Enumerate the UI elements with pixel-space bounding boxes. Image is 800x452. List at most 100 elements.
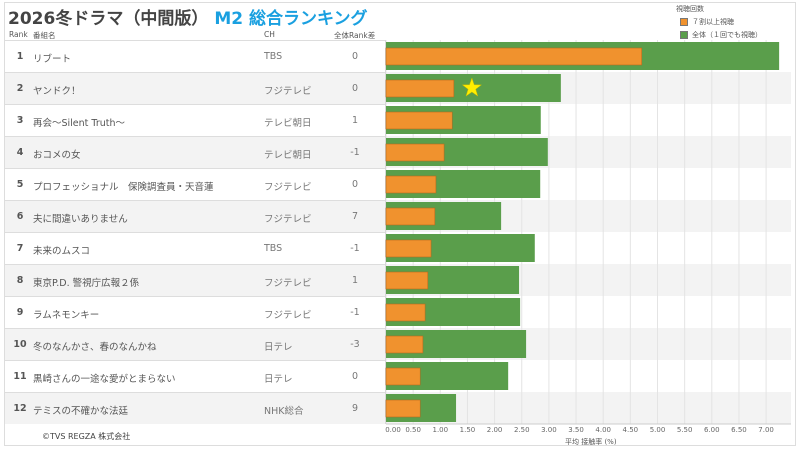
table-row[interactable]: 1 リブート TBS 0 xyxy=(5,40,385,72)
bar-70pct xyxy=(385,47,643,66)
column-header-rank-diff[interactable]: 全体Rank差 xyxy=(334,31,376,40)
cell-name: テミスの不確かな法廷 xyxy=(33,406,129,417)
x-axis-label: 平均 接触率 (%) xyxy=(565,438,617,446)
bar-70pct xyxy=(385,303,426,322)
bar-70pct xyxy=(385,239,432,258)
cell-rank: 6 xyxy=(16,211,24,222)
table-row[interactable]: 6 夫に間違いありません フジテレビ 7 xyxy=(5,200,385,232)
table-row[interactable]: 2 ヤンドク！ フジテレビ 0 xyxy=(5,72,385,104)
cell-diff: 0 xyxy=(351,51,359,62)
cell-ch: フジテレビ xyxy=(264,86,312,97)
bar-70pct xyxy=(385,271,429,290)
cell-ch: 日テレ xyxy=(264,342,293,353)
cell-diff: -3 xyxy=(350,339,360,350)
table-row[interactable]: 4 おコメの女 テレビ朝日 -1 xyxy=(5,136,385,168)
cell-name: 再会～Silent Truth～ xyxy=(33,118,125,129)
bar-70pct xyxy=(385,207,436,226)
legend-item-all[interactable]: 全体（１回でも視聴） xyxy=(680,30,762,40)
cell-diff: 0 xyxy=(351,83,359,94)
x-tick-label: 5.00 xyxy=(650,426,666,434)
x-tick-label: 4.50 xyxy=(623,426,639,434)
bar-70pct xyxy=(385,175,437,194)
legend-swatch xyxy=(680,31,688,39)
x-tick-label: 2.00 xyxy=(487,426,503,434)
cell-name: ラムネモンキー xyxy=(33,310,100,321)
legend: 視聴回数 ７割以上視聴 全体（１回でも視聴） xyxy=(676,4,762,40)
column-header-ch[interactable]: CH xyxy=(264,30,275,39)
bar-70pct xyxy=(385,335,424,354)
bar-70pct xyxy=(385,367,421,386)
cell-diff: 9 xyxy=(351,403,359,414)
bar-chart: 0.00 0.50 1.00 1.50 2.00 2.50 3.00 3.50 4.00 4.50… xyxy=(385,40,791,434)
cell-ch: 日テレ xyxy=(264,374,293,385)
bar-70pct xyxy=(385,143,445,162)
cell-rank: 4 xyxy=(16,147,24,158)
x-tick-label: 1.50 xyxy=(460,426,476,434)
cell-ch: TBS xyxy=(264,51,283,62)
cell-rank: 11 xyxy=(13,371,27,382)
cell-diff: 0 xyxy=(351,179,359,190)
cell-ch: フジテレビ xyxy=(264,214,312,225)
x-tick-label: 6.50 xyxy=(731,426,747,434)
bar-70pct xyxy=(385,79,455,98)
table-row[interactable]: 11 黒崎さんの一途な愛がとまらない 日テレ 0 xyxy=(5,360,385,392)
cell-name: 黒崎さんの一途な愛がとまらない xyxy=(33,374,176,385)
cell-name: 未来のムスコ xyxy=(33,246,91,257)
table-row[interactable]: 9 ラムネモンキー フジテレビ -1 xyxy=(5,296,385,328)
x-tick-label: 0.50 xyxy=(405,426,421,434)
table-row[interactable]: 5 プロフェッショナル 保険調査員・天音蓮 フジテレビ 0 xyxy=(5,168,385,200)
cell-name: プロフェッショナル 保険調査員・天音蓮 xyxy=(33,182,214,193)
bar-70pct xyxy=(385,111,453,130)
cell-ch: フジテレビ xyxy=(264,182,312,193)
cell-name: リブート xyxy=(33,54,72,65)
cell-diff: 1 xyxy=(351,115,359,126)
cell-name: 冬のなんかさ、春のなんかね xyxy=(33,342,157,353)
cell-ch: フジテレビ xyxy=(264,310,312,321)
column-header-rank[interactable]: Rank xyxy=(9,30,28,39)
x-tick-label: 2.50 xyxy=(514,426,530,434)
x-tick-label: 1.00 xyxy=(433,426,449,434)
title-main: 2026冬ドラマ（中間版） xyxy=(8,9,209,29)
legend-title: 視聴回数 xyxy=(676,5,704,13)
x-tick-label: 5.50 xyxy=(677,426,693,434)
cell-diff: 0 xyxy=(351,371,359,382)
cell-diff: -1 xyxy=(350,307,360,318)
cell-ch: NHK総合 xyxy=(264,406,304,417)
cell-name: ヤンドク！ xyxy=(33,86,81,97)
cell-rank: 7 xyxy=(16,243,24,254)
legend-label: 全体（１回でも視聴） xyxy=(692,31,762,39)
cell-ch: TBS xyxy=(264,243,283,254)
cell-rank: 2 xyxy=(16,83,24,94)
x-tick-label: 6.00 xyxy=(704,426,720,434)
cell-ch: テレビ朝日 xyxy=(264,150,312,161)
cell-name: おコメの女 xyxy=(33,150,81,161)
x-tick-label: 4.00 xyxy=(595,426,611,434)
cell-name: 東京P.D. 警視庁広報２係 xyxy=(33,278,140,289)
table-row[interactable]: 3 再会～Silent Truth～ テレビ朝日 1 xyxy=(5,104,385,136)
x-tick-label: 3.00 xyxy=(541,426,557,434)
cell-rank: 1 xyxy=(16,51,24,62)
cell-ch: フジテレビ xyxy=(264,278,312,289)
table-row[interactable]: 10 冬のなんかさ、春のなんかね 日テレ -3 xyxy=(5,328,385,360)
table-row[interactable]: 8 東京P.D. 警視庁広報２係 フジテレビ 1 xyxy=(5,264,385,296)
legend-label: ７割以上視聴 xyxy=(692,18,734,26)
cell-rank: 3 xyxy=(16,115,24,126)
star-icon xyxy=(461,77,483,97)
cell-name: 夫に間違いありません xyxy=(33,214,128,225)
x-tick-label: 0.00 xyxy=(385,426,401,434)
page-title: 2026冬ドラマ（中間版） M2 総合ランキング xyxy=(8,4,367,29)
cell-ch: テレビ朝日 xyxy=(264,118,312,129)
table-row[interactable]: 12 テミスの不確かな法廷 NHK総合 9 xyxy=(5,392,385,424)
cell-rank: 9 xyxy=(16,307,24,318)
title-accent: M2 総合ランキング xyxy=(214,9,368,29)
column-header-name[interactable]: 番組名 xyxy=(33,31,56,40)
table-row[interactable]: 7 未来のムスコ TBS -1 xyxy=(5,232,385,264)
bar-70pct xyxy=(385,399,421,418)
legend-item-70pct[interactable]: ７割以上視聴 xyxy=(680,17,762,27)
cell-diff: -1 xyxy=(350,243,360,254)
cell-rank: 5 xyxy=(16,179,24,190)
copyright-footer: ©TVS REGZA 株式会社 xyxy=(42,432,131,441)
cell-rank: 12 xyxy=(13,403,27,414)
x-tick-label: 3.50 xyxy=(568,426,584,434)
cell-diff: -1 xyxy=(350,147,360,158)
